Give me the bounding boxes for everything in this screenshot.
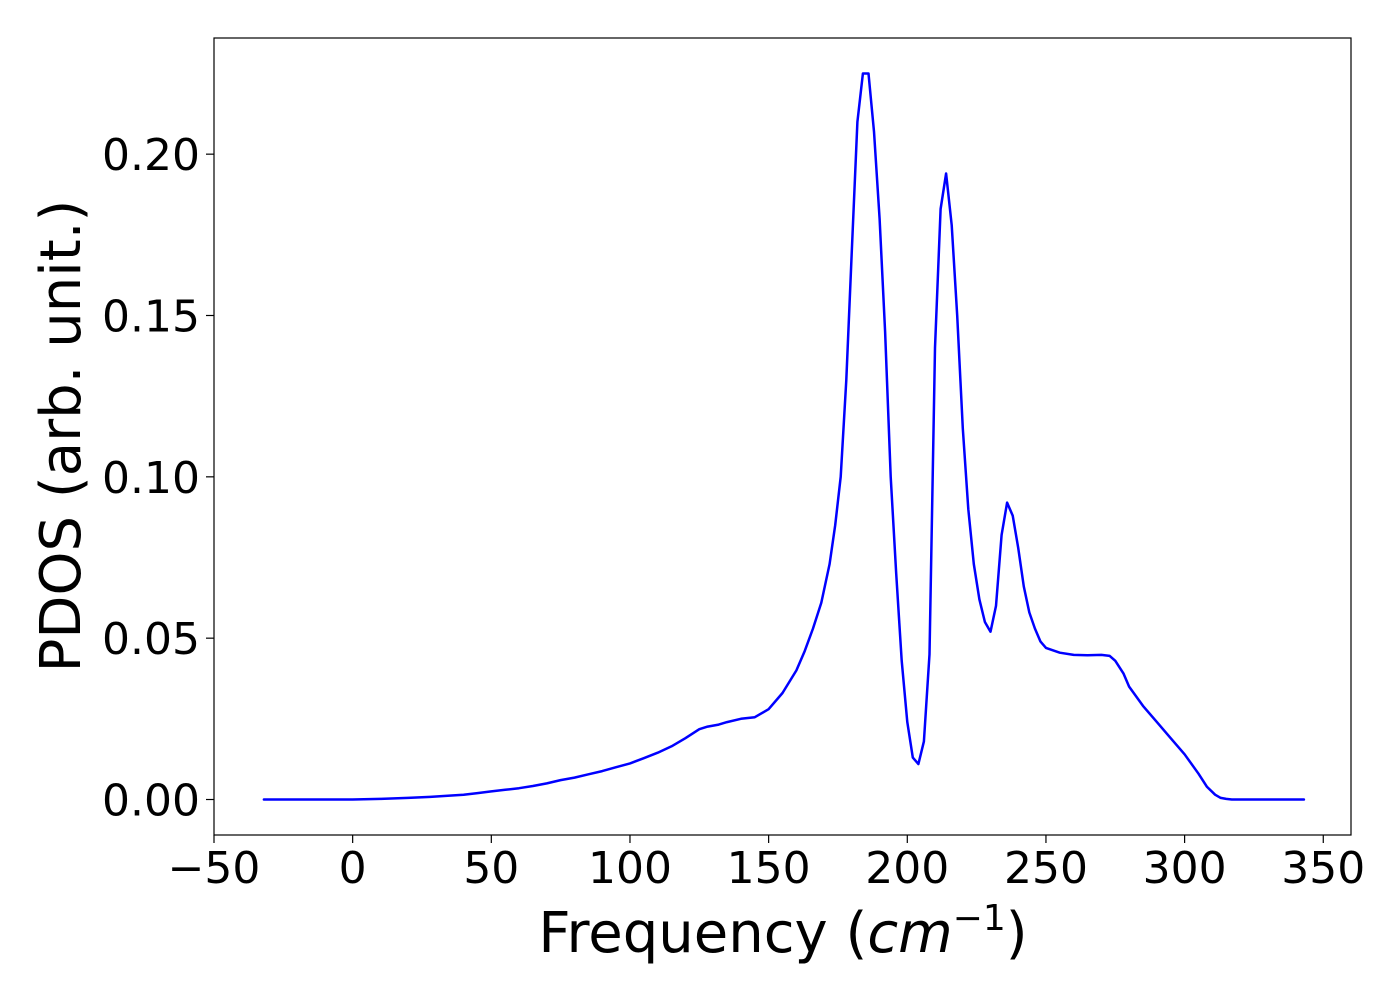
y-tick-label: 0.00 (102, 776, 200, 827)
x-axis-label: Frequency (cm−1) (538, 898, 1027, 966)
x-tick-label: 50 (463, 843, 519, 894)
y-tick-label: 0.10 (102, 453, 200, 504)
pdos-series-line (262, 72, 1306, 801)
y-tick-label: 0.20 (102, 130, 200, 181)
x-tick-label: 250 (1004, 843, 1088, 894)
x-tick-label: 350 (1281, 843, 1365, 894)
axes-frame (213, 37, 1352, 836)
x-axis-label-exponent: −1 (953, 898, 1006, 939)
y-axis-ticks: 0.00 0.05 0.10 0.15 0.20 (102, 130, 214, 827)
plot-area (262, 72, 1306, 801)
x-tick-label: 150 (727, 843, 811, 894)
x-tick-label: 300 (1143, 843, 1227, 894)
x-axis-label-close: ) (1006, 901, 1028, 966)
x-axis-label-text: Frequency ( (538, 901, 867, 966)
y-axis-label: PDOS (arb. unit.) (29, 200, 94, 673)
x-axis-label-unit: cm (867, 901, 952, 966)
y-tick-label: 0.05 (102, 614, 200, 665)
x-tick-label: 0 (339, 843, 367, 894)
x-axis-ticks: −50 0 50 100 150 200 250 300 350 (168, 835, 1365, 894)
y-tick-label: 0.15 (102, 291, 200, 342)
x-tick-label: 100 (588, 843, 672, 894)
x-tick-label: −50 (168, 843, 261, 894)
x-tick-label: 200 (865, 843, 949, 894)
